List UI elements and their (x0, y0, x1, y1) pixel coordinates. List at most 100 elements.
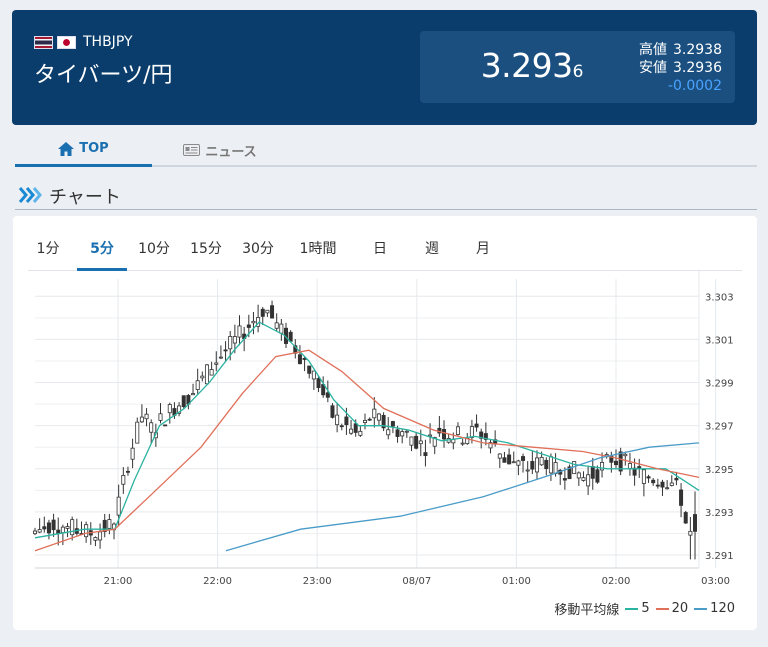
legend-item-ma20: 20 (655, 601, 689, 616)
candle-down (632, 467, 637, 476)
candle-up (279, 323, 284, 334)
legend-swatch-ma20 (655, 607, 669, 610)
candle-down (181, 395, 186, 408)
candle-down (660, 481, 665, 488)
candle-up (432, 437, 437, 447)
candle-down (56, 529, 61, 534)
period-5min[interactable]: 5分 (77, 234, 127, 271)
current-price: 3.2936 (481, 46, 584, 85)
candle-up (228, 336, 233, 350)
period-1min[interactable]: 1分 (36, 241, 60, 257)
candle-down (618, 451, 623, 472)
tab-news[interactable]: ニュース (165, 133, 275, 167)
x-tick-label: 23:00 (303, 576, 332, 587)
y-tick-label: 3.299 (705, 379, 734, 390)
candle-down (270, 305, 275, 319)
period-tabs: 1分 5分 10分 15分 30分 1時間 日 週 月 (28, 234, 742, 271)
period-10min[interactable]: 10分 (138, 241, 170, 257)
price-box: 3.2936 高値 3.2938 安値 3.2936 -0.0002 (420, 31, 735, 103)
candle-down (683, 512, 688, 524)
candle-up (237, 325, 242, 338)
candle-down (307, 365, 312, 374)
candle-up (488, 442, 493, 449)
candle-up (469, 426, 474, 438)
candle-down (483, 433, 488, 440)
candle-up (144, 413, 149, 420)
y-tick-label: 3.293 (705, 508, 734, 519)
x-tick-label: 03:00 (701, 576, 730, 587)
candle-up (511, 461, 516, 464)
candle-up (548, 456, 553, 474)
section-title-text: チャート (49, 187, 121, 208)
period-week[interactable]: 週 (425, 241, 439, 257)
candle-down (344, 416, 349, 426)
thailand-flag-icon (34, 35, 53, 49)
candle-down (51, 519, 56, 531)
x-tick-label: 01:00 (502, 576, 531, 587)
candle-up (688, 530, 693, 536)
candle-up (177, 405, 182, 414)
period-month[interactable]: 月 (476, 241, 490, 257)
candle-up (460, 442, 465, 445)
y-tick-label: 3.291 (705, 551, 734, 562)
candle-down (595, 469, 600, 483)
period-1hour[interactable]: 1時間 (299, 241, 337, 257)
candle-down (679, 489, 684, 506)
y-axis: 3.303 3.301 3.299 3.297 3.295 3.293 3.291 (705, 292, 734, 562)
candle-down (479, 431, 484, 439)
candle-down (567, 466, 572, 480)
legend-item-ma120: 120 (694, 601, 735, 616)
candle-up (209, 369, 214, 376)
candle-up (135, 421, 140, 444)
candle-up (534, 457, 539, 473)
candle-down (646, 476, 651, 479)
candle-down (260, 308, 265, 317)
candle-up (149, 422, 154, 433)
candle-up (311, 370, 316, 380)
legend-label-ma20: 20 (671, 601, 689, 616)
currency-pair-name: タイバーツ/円 (34, 63, 173, 88)
candle-down (367, 418, 372, 421)
candle-up (376, 413, 381, 421)
period-day[interactable]: 日 (373, 241, 387, 257)
candle-up (363, 419, 368, 423)
candle-up (107, 519, 112, 529)
ma-legend: 移動平均線 5 20 120 (554, 599, 735, 618)
candle-up (232, 336, 237, 344)
candle-down (288, 331, 293, 342)
candle-up (84, 524, 89, 538)
candle-down (530, 461, 535, 470)
y-tick-label: 3.303 (705, 292, 734, 303)
candle-up (130, 447, 135, 460)
legend-item-ma5: 5 (625, 601, 650, 616)
candle-down (102, 519, 107, 532)
chart-section-title: チャート (15, 182, 757, 210)
candle-up (121, 475, 126, 485)
tab-top[interactable]: TOP (15, 133, 152, 167)
candle-up (525, 469, 530, 472)
candle-up (116, 496, 121, 516)
candle-up (358, 430, 363, 436)
legend-label-ma120: 120 (710, 601, 735, 616)
candle-up (455, 426, 460, 435)
candle-down (614, 460, 619, 466)
candle-down (507, 454, 512, 465)
ma-line-120 (225, 442, 700, 552)
candle-up (195, 380, 200, 390)
candlestick-chart[interactable]: 3.303 3.301 3.299 3.297 3.295 3.293 3.291 21:0… (13, 216, 757, 596)
candle-up (98, 531, 103, 541)
candle-up (409, 436, 414, 446)
candle-down (590, 466, 595, 479)
period-15min[interactable]: 15分 (190, 241, 222, 257)
legend-label-ma5: 5 (641, 601, 650, 616)
candle-down (609, 455, 614, 463)
candle-up (576, 472, 581, 479)
candle-up (214, 362, 219, 365)
candle-down (521, 456, 526, 461)
candles (32, 300, 698, 560)
period-30min[interactable]: 30分 (242, 241, 274, 257)
candle-down (316, 378, 321, 389)
high-value: 3.2938 (673, 42, 722, 58)
candle-up (600, 462, 605, 471)
candle-up (418, 440, 423, 445)
